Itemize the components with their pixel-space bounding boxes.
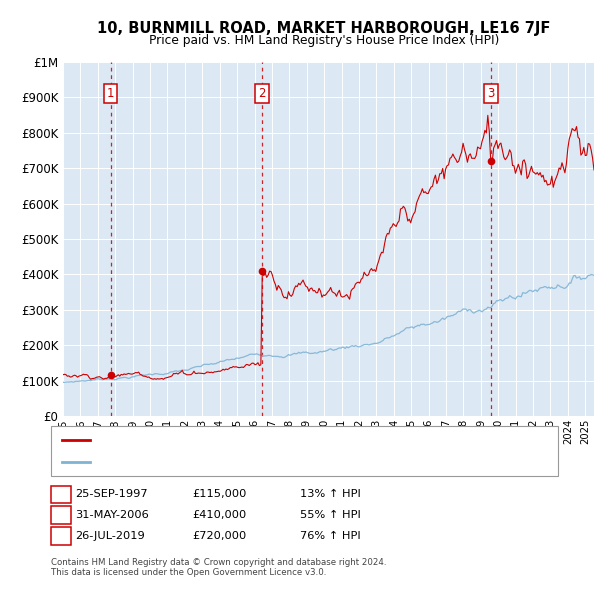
- Text: 25-SEP-1997: 25-SEP-1997: [75, 490, 148, 499]
- Text: 31-MAY-2006: 31-MAY-2006: [75, 510, 149, 520]
- Text: 10, BURNMILL ROAD, MARKET HARBOROUGH, LE16 7JF: 10, BURNMILL ROAD, MARKET HARBOROUGH, LE…: [97, 21, 551, 35]
- Text: 10, BURNMILL ROAD, MARKET HARBOROUGH, LE16 7JF (detached house): 10, BURNMILL ROAD, MARKET HARBOROUGH, LE…: [96, 435, 497, 445]
- Text: £410,000: £410,000: [192, 510, 246, 520]
- Text: £115,000: £115,000: [192, 490, 247, 499]
- Text: 13% ↑ HPI: 13% ↑ HPI: [300, 490, 361, 499]
- Text: 2: 2: [57, 509, 65, 522]
- Text: 26-JUL-2019: 26-JUL-2019: [75, 531, 145, 540]
- Text: 3: 3: [57, 529, 65, 542]
- Text: 3: 3: [487, 87, 494, 100]
- Text: 76% ↑ HPI: 76% ↑ HPI: [300, 531, 361, 540]
- Text: 2: 2: [258, 87, 266, 100]
- Text: 55% ↑ HPI: 55% ↑ HPI: [300, 510, 361, 520]
- Text: 1: 1: [57, 488, 65, 501]
- Text: 1: 1: [107, 87, 114, 100]
- Text: Contains HM Land Registry data © Crown copyright and database right 2024.
This d: Contains HM Land Registry data © Crown c…: [51, 558, 386, 577]
- Text: HPI: Average price, detached house, Harborough: HPI: Average price, detached house, Harb…: [96, 457, 364, 467]
- Text: Price paid vs. HM Land Registry's House Price Index (HPI): Price paid vs. HM Land Registry's House …: [149, 34, 499, 47]
- Text: £720,000: £720,000: [192, 531, 246, 540]
